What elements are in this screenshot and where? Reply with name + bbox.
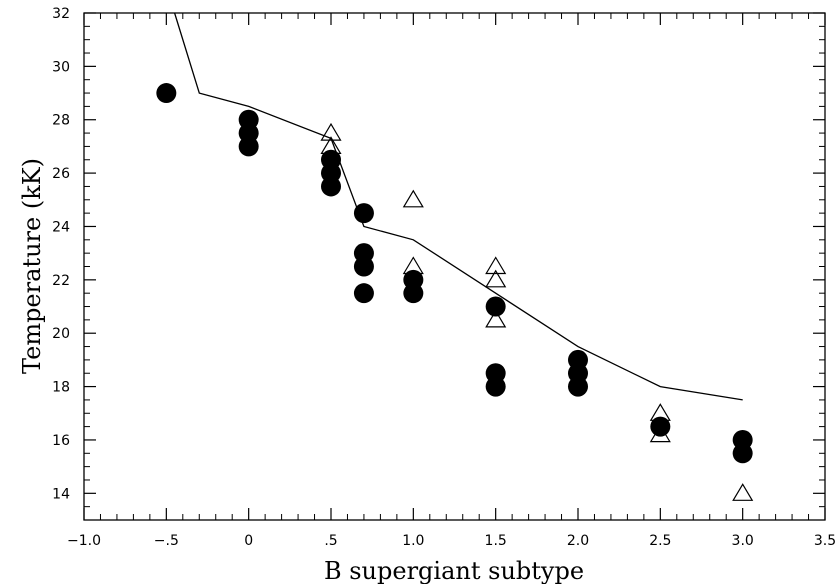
y-tick-label: 16 [52, 433, 70, 449]
x-tick-label: 1.0 [402, 533, 424, 549]
x-tick-label: .5 [324, 533, 337, 549]
y-tick-label: 22 [52, 273, 70, 289]
x-tick-label: 3.0 [732, 533, 754, 549]
x-tick-label: 0 [244, 533, 253, 549]
data-point-circle [353, 283, 374, 304]
y-tick-label: 26 [52, 166, 70, 182]
data-point-triangle [649, 403, 671, 421]
data-point-circle [238, 136, 259, 157]
axis-tick-labels: −1.0 −.5 0 .5 1.0 1.5 2.0 2.5 3.0 3.5 14 16 18 20 22 24… [52, 6, 836, 549]
y-tick-label: 18 [52, 380, 70, 396]
y-tick-label: 20 [52, 326, 70, 342]
y-tick-label: 32 [52, 6, 70, 22]
x-tick-label: 1.5 [485, 533, 507, 549]
data-point-circle [353, 256, 374, 277]
x-tick-label: −.5 [154, 533, 179, 549]
y-tick-label: 30 [52, 59, 70, 75]
data-point-triangle [732, 483, 754, 501]
x-tick-label: 2.0 [567, 533, 589, 549]
x-tick-label: 2.5 [649, 533, 671, 549]
data-point-circle [353, 203, 374, 224]
data-point-circle [485, 296, 506, 317]
data-point-triangle [320, 122, 342, 141]
data-point-circle [321, 176, 341, 197]
data-point-circle [568, 376, 588, 397]
data-point-circle [485, 376, 506, 397]
data-point-circle [732, 443, 753, 464]
data-point-triangle [402, 189, 424, 208]
data-point-circle [403, 283, 424, 304]
data-point-triangle [320, 136, 342, 154]
data-point-triangle [485, 256, 507, 275]
open-triangle-points [320, 122, 754, 501]
x-tick-label: −1.0 [67, 533, 101, 549]
data-point-triangle [485, 309, 507, 328]
data-point-triangle [485, 269, 507, 288]
model-curve [173, 12, 743, 401]
data-point-triangle [649, 424, 671, 443]
x-axis-title: B supergiant subtype [324, 557, 584, 584]
y-tick-label: 24 [52, 219, 70, 235]
data-point-circle [156, 83, 177, 104]
x-tick-label: 3.5 [814, 533, 836, 549]
y-tick-label: 14 [52, 486, 70, 502]
y-axis-title: Temperature (kK) [18, 158, 46, 374]
filled-circle-points [156, 83, 753, 464]
axis-ticks [83, 12, 826, 520]
y-tick-label: 28 [52, 113, 70, 129]
data-point-triangle [402, 256, 424, 275]
